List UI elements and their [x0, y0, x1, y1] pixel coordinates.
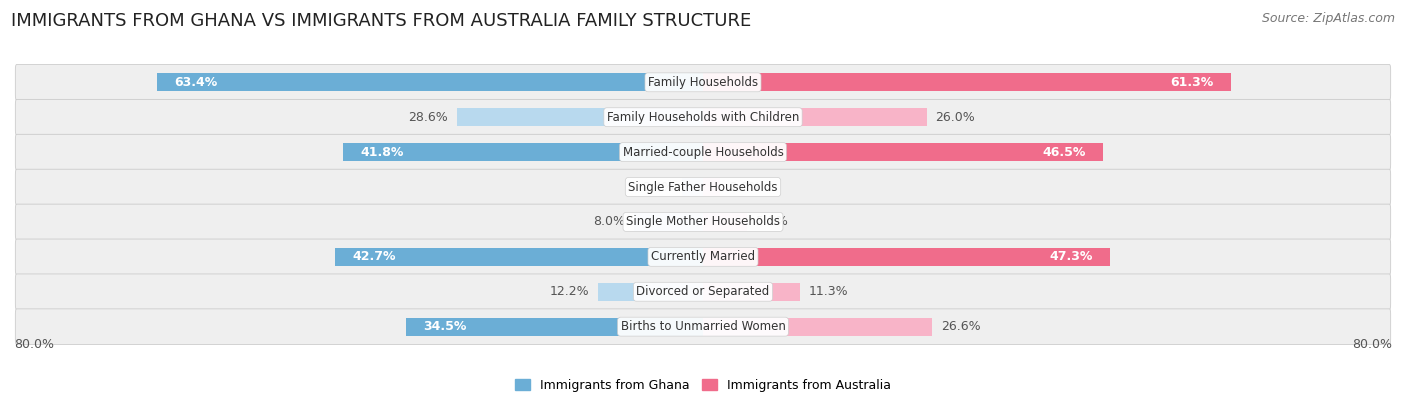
Bar — [703, 283, 800, 301]
FancyBboxPatch shape — [15, 239, 1391, 275]
Text: 2.4%: 2.4% — [643, 181, 673, 194]
Text: Divorced or Separated: Divorced or Separated — [637, 285, 769, 298]
Text: 47.3%: 47.3% — [1050, 250, 1092, 263]
Bar — [682, 178, 703, 196]
Text: 12.2%: 12.2% — [550, 285, 589, 298]
FancyBboxPatch shape — [15, 134, 1391, 170]
Text: Source: ZipAtlas.com: Source: ZipAtlas.com — [1261, 12, 1395, 25]
FancyBboxPatch shape — [15, 309, 1391, 344]
Text: 34.5%: 34.5% — [423, 320, 467, 333]
Bar — [703, 318, 932, 336]
FancyBboxPatch shape — [15, 100, 1391, 135]
Bar — [703, 213, 747, 231]
Text: Married-couple Households: Married-couple Households — [623, 146, 783, 159]
Bar — [703, 178, 720, 196]
Text: Births to Unmarried Women: Births to Unmarried Women — [620, 320, 786, 333]
Bar — [634, 213, 703, 231]
Text: Single Mother Households: Single Mother Households — [626, 215, 780, 228]
Bar — [598, 283, 703, 301]
Bar — [335, 248, 703, 266]
Text: 41.8%: 41.8% — [360, 146, 404, 159]
FancyBboxPatch shape — [15, 169, 1391, 205]
Text: Family Households with Children: Family Households with Children — [607, 111, 799, 124]
Text: IMMIGRANTS FROM GHANA VS IMMIGRANTS FROM AUSTRALIA FAMILY STRUCTURE: IMMIGRANTS FROM GHANA VS IMMIGRANTS FROM… — [11, 12, 751, 30]
Text: 5.1%: 5.1% — [755, 215, 787, 228]
Bar — [457, 108, 703, 126]
Bar — [703, 73, 1230, 91]
Text: 42.7%: 42.7% — [353, 250, 396, 263]
Text: 63.4%: 63.4% — [174, 76, 218, 89]
Text: 26.6%: 26.6% — [941, 320, 980, 333]
Text: 28.6%: 28.6% — [408, 111, 449, 124]
Text: 61.3%: 61.3% — [1170, 76, 1213, 89]
Text: 46.5%: 46.5% — [1043, 146, 1087, 159]
Text: 8.0%: 8.0% — [593, 215, 626, 228]
Bar — [343, 143, 703, 161]
Bar — [703, 108, 927, 126]
Legend: Immigrants from Ghana, Immigrants from Australia: Immigrants from Ghana, Immigrants from A… — [512, 375, 894, 395]
Bar — [406, 318, 703, 336]
Text: Currently Married: Currently Married — [651, 250, 755, 263]
Text: Family Households: Family Households — [648, 76, 758, 89]
FancyBboxPatch shape — [15, 274, 1391, 310]
Bar — [703, 143, 1104, 161]
Text: 11.3%: 11.3% — [808, 285, 849, 298]
Bar — [157, 73, 703, 91]
Text: 26.0%: 26.0% — [935, 111, 976, 124]
Text: 80.0%: 80.0% — [14, 338, 53, 351]
Text: 80.0%: 80.0% — [1353, 338, 1392, 351]
FancyBboxPatch shape — [15, 64, 1391, 100]
Text: Single Father Households: Single Father Households — [628, 181, 778, 194]
Bar — [703, 248, 1111, 266]
Text: 2.0%: 2.0% — [728, 181, 761, 194]
FancyBboxPatch shape — [15, 204, 1391, 240]
